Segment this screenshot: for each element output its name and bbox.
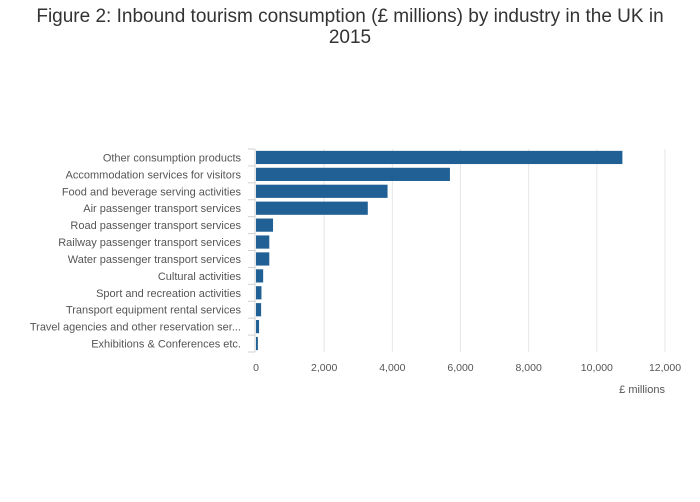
x-tick-label: 12,000: [649, 362, 681, 374]
x-tick-label: 6,000: [447, 362, 473, 374]
category-labels: Other consumption products Accommodation …: [30, 152, 242, 350]
bar: [256, 286, 262, 300]
category-label: Sport and recreation activities: [96, 288, 241, 300]
x-tick-label: 0: [253, 362, 259, 374]
category-label: Cultural activities: [158, 271, 242, 283]
bar: [256, 269, 264, 283]
bar: [256, 201, 368, 215]
bar: [256, 184, 388, 198]
category-label: Transport equipment rental services: [66, 305, 242, 317]
x-tick-label: 10,000: [581, 362, 613, 374]
x-tick-label: 2,000: [311, 362, 337, 374]
chart-title-line-2: 2015: [328, 27, 372, 48]
chart-title-line-1: Figure 2: Inbound tourism consumption (£…: [36, 6, 664, 27]
bar: [256, 303, 262, 317]
bar: [256, 218, 274, 232]
category-label: Other consumption products: [103, 152, 242, 164]
bars: [256, 150, 623, 351]
category-label: Travel agencies and other reservation se…: [30, 322, 241, 334]
x-tick-label: 8,000: [516, 362, 542, 374]
bar: [256, 150, 623, 165]
category-label: Water passenger transport services: [68, 254, 242, 266]
bar: [256, 252, 270, 266]
bar: [256, 320, 260, 334]
category-label: Air passenger transport services: [83, 203, 241, 215]
category-label: Accommodation services for visitors: [66, 169, 242, 181]
x-tick-label: 4,000: [379, 362, 405, 374]
x-tick-labels: 0 2,000 4,000 6,000 8,000 10,000 12,000: [253, 362, 681, 374]
bar: [256, 336, 258, 351]
category-label: Road passenger transport services: [70, 220, 241, 232]
category-label: Exhibitions & Conferences etc.: [91, 339, 241, 351]
category-label: Railway passenger transport services: [58, 237, 241, 249]
category-label: Food and beverage serving activities: [62, 186, 242, 198]
grid-lines: [248, 148, 666, 353]
bar: [256, 235, 270, 249]
x-axis-title: £ millions: [619, 384, 665, 396]
bar: [256, 167, 450, 181]
chart-title: Figure 2: Inbound tourism consumption (£…: [0, 6, 700, 48]
